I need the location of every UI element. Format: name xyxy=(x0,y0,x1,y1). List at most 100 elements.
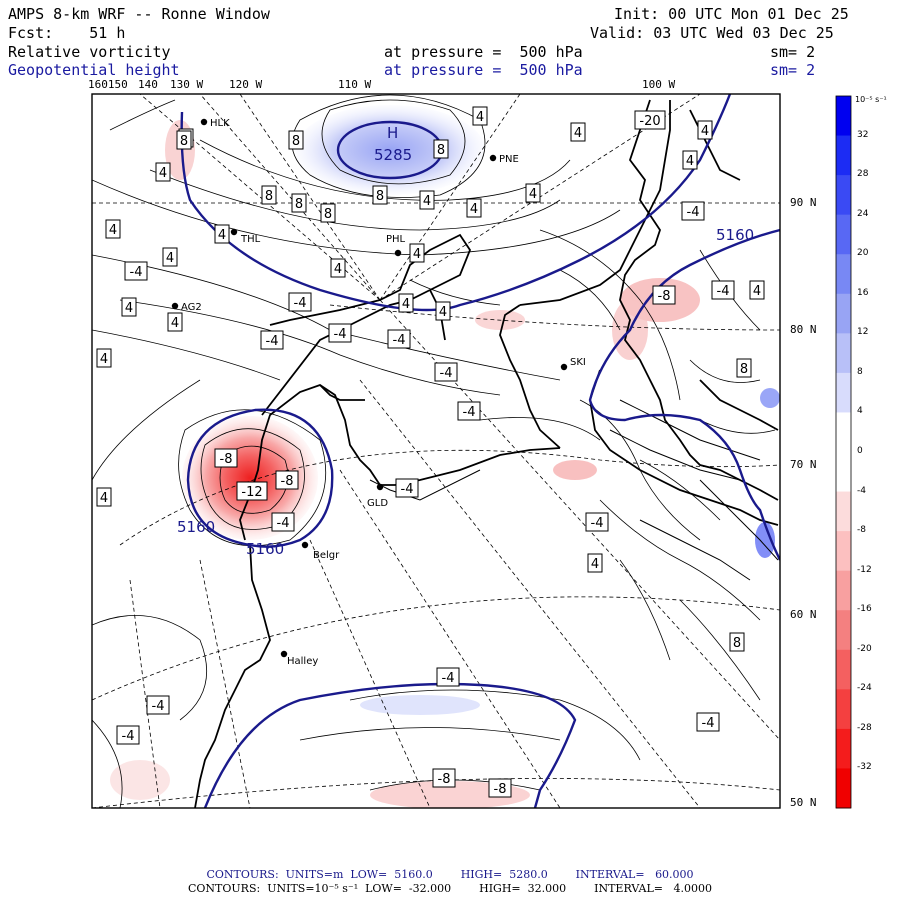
colorbar-swatch xyxy=(836,175,851,216)
colorbar-swatch xyxy=(836,254,851,295)
vorticity-label: 4 xyxy=(413,247,421,262)
vorticity-label: 4 xyxy=(423,194,431,209)
vorticity-label-box xyxy=(214,448,238,468)
colorbar-level-label: -20 xyxy=(857,643,872,654)
vorticity-label-box xyxy=(372,185,388,205)
colorbar-swatch xyxy=(836,531,851,572)
colorbar-swatch xyxy=(836,412,851,453)
field1-name: Relative vorticity xyxy=(8,43,171,61)
vorticity-label-box xyxy=(570,122,586,142)
colorbar-level-label: 24 xyxy=(857,208,869,219)
colorbar-level-label: 16 xyxy=(857,287,869,298)
colorbar-swatch xyxy=(836,728,851,769)
station-belgr: Belgr xyxy=(313,550,340,561)
vorticity-label-box xyxy=(435,301,451,321)
field2-level: at pressure = 500 hPa xyxy=(384,61,583,79)
valid-time: Valid: 03 UTC Wed 03 Dec 25 xyxy=(590,24,834,42)
lon-label-110w: 110 W xyxy=(338,78,372,91)
vorticity-label: -8 xyxy=(281,474,294,489)
vorticity-label: -4 xyxy=(687,205,700,220)
lat-label-50n: 50 N xyxy=(790,796,817,809)
colorbar-level-label: 8 xyxy=(857,366,863,377)
station-phl: PHL xyxy=(386,234,406,245)
vorticity-label: -4 xyxy=(463,405,476,420)
vorticity-label: 8 xyxy=(265,189,273,204)
station-thl: THL xyxy=(240,234,261,245)
colorbar-level-label: -24 xyxy=(857,683,872,694)
colorbar-level-label: 32 xyxy=(857,129,869,140)
vorticity-label: 4 xyxy=(402,297,410,312)
colorbar-swatch xyxy=(836,372,851,413)
footer-vorticity-contours: CONTOURS: UNITS=10⁻⁵ s⁻¹ LOW= -32.000 HI… xyxy=(188,882,712,895)
station-halley: Halley xyxy=(287,656,318,667)
vorticity-label-box xyxy=(525,183,541,203)
vorticity-label-box xyxy=(472,106,488,126)
colorbar-level-label: -8 xyxy=(857,525,866,536)
vorticity-label: 4 xyxy=(171,316,179,331)
stations: HLK PNE THL PHL AG2 SKI GLD Belgr Halley xyxy=(171,118,586,667)
vorticity-label: 8 xyxy=(437,143,445,158)
vorticity-label-box xyxy=(96,487,112,507)
colorbar-swatch xyxy=(836,649,851,690)
height-labels: H 5285 5160 5160 5160 xyxy=(177,124,754,558)
field1-smoothing: sm= 2 xyxy=(770,43,816,61)
vorticity-label-box xyxy=(749,280,765,300)
colorbar xyxy=(835,95,852,809)
colorbar-swatch xyxy=(836,135,851,176)
vorticity-label-box xyxy=(328,323,352,343)
vorticity-label-box xyxy=(634,110,666,130)
colorbar-level-label: 0 xyxy=(857,446,863,456)
height-contours xyxy=(180,94,780,808)
vorticity-label: 4 xyxy=(125,301,133,316)
map-frame xyxy=(91,93,781,809)
colorbar-level-label: 28 xyxy=(857,169,869,180)
high-center-label: H xyxy=(387,124,398,142)
vorticity-label: -4 xyxy=(130,265,143,280)
vorticity-label-box xyxy=(652,285,676,305)
vorticity-label: 4 xyxy=(753,284,761,299)
vorticity-label-box xyxy=(275,470,299,490)
vorticity-label-box xyxy=(155,162,171,182)
height-label-5160-a: 5160 xyxy=(177,518,215,536)
colorbar-swatch xyxy=(836,452,851,493)
vorticity-label: 8 xyxy=(180,134,188,149)
vorticity-label-box xyxy=(261,185,277,205)
lat-label-80n: 80 N xyxy=(790,323,817,336)
vorticity-label-box xyxy=(696,712,720,732)
vorticity-label-box xyxy=(116,725,140,745)
vorticity-label: -4 xyxy=(401,482,414,497)
vorticity-label: -4 xyxy=(702,716,715,731)
field2-name: Geopotential height xyxy=(8,61,180,79)
vorticity-label-box xyxy=(214,224,230,244)
colorbar-level-label: -12 xyxy=(857,564,872,575)
vorticity-label-box xyxy=(585,512,609,532)
colorbar-level-label: 20 xyxy=(857,248,869,259)
field1-level: at pressure = 500 hPa xyxy=(384,43,583,61)
vorticity-labels: 4444444444444444444444888888888-4-4-4-4-… xyxy=(96,106,765,798)
height-label-5160-c: 5160 xyxy=(716,226,754,244)
vorticity-label: 4 xyxy=(218,228,226,243)
vorticity-label-box xyxy=(176,130,192,150)
vorticity-label-box xyxy=(697,120,713,140)
vorticity-label-box xyxy=(432,768,456,788)
vorticity-label: 4 xyxy=(100,352,108,367)
vorticity-label: -4 xyxy=(440,366,453,381)
colorbar-level-label: -4 xyxy=(857,485,866,496)
vorticity-label-box xyxy=(682,150,698,170)
footer-height-contours: CONTOURS: UNITS=m LOW= 5160.0 HIGH= 5280… xyxy=(206,868,694,881)
colorbar-swatch xyxy=(836,768,851,809)
vorticity-label-box xyxy=(105,219,121,239)
vorticity-label-box xyxy=(466,198,482,218)
vorticity-label: 4 xyxy=(701,124,709,139)
vorticity-label: -8 xyxy=(494,782,507,797)
vorticity-label-box xyxy=(288,130,304,150)
map-field-layer xyxy=(92,94,780,808)
vorticity-label-box xyxy=(96,348,112,368)
vorticity-label: 4 xyxy=(166,251,174,266)
vorticity-label: 4 xyxy=(439,305,447,320)
lat-label-60n: 60 N xyxy=(790,608,817,621)
vorticity-label: -4 xyxy=(334,327,347,342)
colorbar-swatch xyxy=(836,570,851,611)
vorticity-label-box xyxy=(488,778,512,798)
